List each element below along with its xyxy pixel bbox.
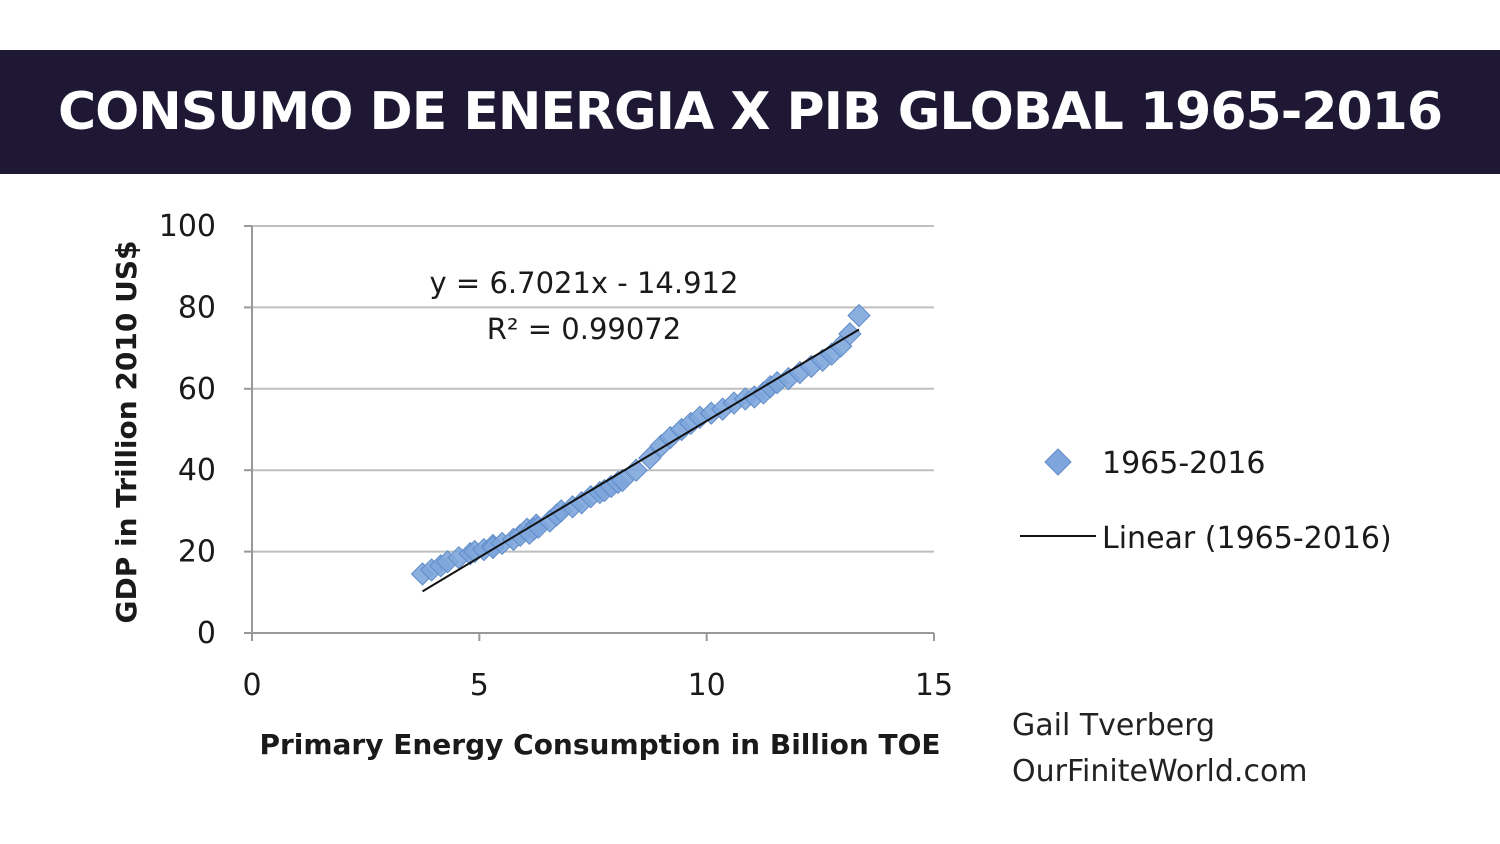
y-tick-label: 100 — [159, 209, 216, 244]
title-banner: CONSUMO DE ENERGIA X PIB GLOBAL 1965-201… — [0, 50, 1500, 174]
data-points — [410, 303, 871, 586]
y-tick-labels: 0 20 40 60 80 100 — [159, 209, 216, 651]
x-axis-title: Primary Energy Consumption in Billion TO… — [259, 728, 940, 761]
y-tick-label: 40 — [178, 453, 216, 488]
legend-series-label: 1965-2016 — [1102, 446, 1266, 481]
page-title: CONSUMO DE ENERGIA X PIB GLOBAL 1965-201… — [57, 82, 1443, 142]
x-tick-label: 5 — [470, 668, 489, 703]
y-axis-title: GDP in Trillion 2010 US$ — [110, 241, 143, 624]
grid-lines — [252, 225, 934, 553]
x-tick-label: 15 — [915, 668, 953, 703]
author-credit: Gail Tverberg — [1012, 708, 1216, 743]
legend: 1965-2016 Linear (1965-2016) — [1020, 446, 1392, 556]
x-tick-labels: 0 5 10 15 — [242, 668, 953, 703]
y-tick-label: 80 — [178, 290, 216, 325]
trendline-layer — [421, 328, 860, 593]
axes — [244, 225, 935, 641]
legend-trendline-label: Linear (1965-2016) — [1102, 521, 1392, 556]
trendline-equation: y = 6.7021x - 14.912 — [430, 266, 739, 300]
y-tick-label: 20 — [178, 535, 216, 570]
r-squared-label: R² = 0.99072 — [487, 312, 681, 346]
data-point — [847, 303, 871, 328]
legend-diamond-icon — [1044, 448, 1072, 476]
site-credit: OurFiniteWorld.com — [1012, 754, 1308, 789]
y-tick-label: 60 — [178, 372, 216, 407]
y-tick-label: 0 — [197, 616, 216, 651]
x-tick-label: 10 — [688, 668, 726, 703]
trendline — [421, 328, 860, 593]
x-tick-label: 0 — [242, 668, 261, 703]
